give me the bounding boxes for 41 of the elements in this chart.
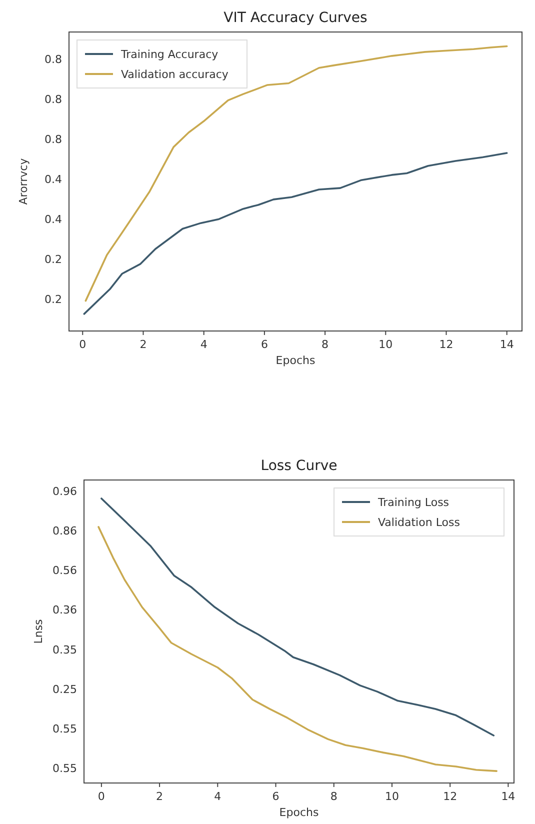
x-tick-label: 0 bbox=[98, 790, 105, 803]
text: 0.55 bbox=[52, 722, 77, 736]
x-tick-label: 6 bbox=[272, 790, 280, 803]
text: 0.36 bbox=[52, 604, 77, 617]
x-tick-label: 6 bbox=[260, 338, 268, 351]
x-tick-label: 14 bbox=[500, 338, 514, 351]
text: 0.8 bbox=[44, 53, 62, 66]
x-tick-label: 12 bbox=[443, 790, 458, 803]
x-tick-label: 0 bbox=[79, 338, 86, 351]
x-tick-label: 8 bbox=[330, 790, 338, 803]
x-tick-label: 12 bbox=[439, 338, 454, 351]
x-tick-label: 2 bbox=[140, 338, 147, 351]
x-tick-label: 14 bbox=[501, 790, 516, 803]
y-axis-title: Arorrvcy bbox=[17, 158, 30, 205]
text: 0.86 bbox=[52, 524, 77, 538]
x-axis-title: Epochs bbox=[279, 806, 319, 819]
chart-title: Loss Curve bbox=[260, 458, 338, 474]
text: 0.2 bbox=[44, 253, 62, 266]
text: 0.8 bbox=[44, 133, 62, 146]
legend-label: Validation Loss bbox=[378, 516, 460, 529]
x-tick-label: 2 bbox=[156, 790, 164, 803]
text: 0.56 bbox=[52, 564, 77, 578]
text: 0.2 bbox=[44, 293, 62, 306]
legend-label: Validation accuracy bbox=[121, 68, 229, 81]
x-tick-label: 10 bbox=[378, 338, 393, 351]
x-tick-label: 4 bbox=[214, 790, 222, 803]
text: 0.4 bbox=[44, 173, 62, 186]
text: 0.8 bbox=[44, 93, 62, 106]
text: 0.96 bbox=[52, 485, 77, 498]
text: 0.25 bbox=[52, 682, 77, 696]
x-tick-label: 8 bbox=[322, 338, 329, 351]
text: 0.4 bbox=[44, 213, 62, 226]
text: 0.55 bbox=[52, 762, 77, 775]
legend-label: Training Accuracy bbox=[120, 48, 219, 61]
chart-title: VIT Accuracy Curves bbox=[224, 10, 368, 26]
legend-label: Training Loss bbox=[377, 496, 450, 509]
x-tick-label: 4 bbox=[200, 338, 208, 351]
y-axis-title: Lnss bbox=[32, 618, 45, 644]
x-axis-title: Epochs bbox=[276, 354, 316, 367]
x-tick-label: 10 bbox=[384, 790, 399, 803]
text: 0.35 bbox=[52, 643, 77, 656]
